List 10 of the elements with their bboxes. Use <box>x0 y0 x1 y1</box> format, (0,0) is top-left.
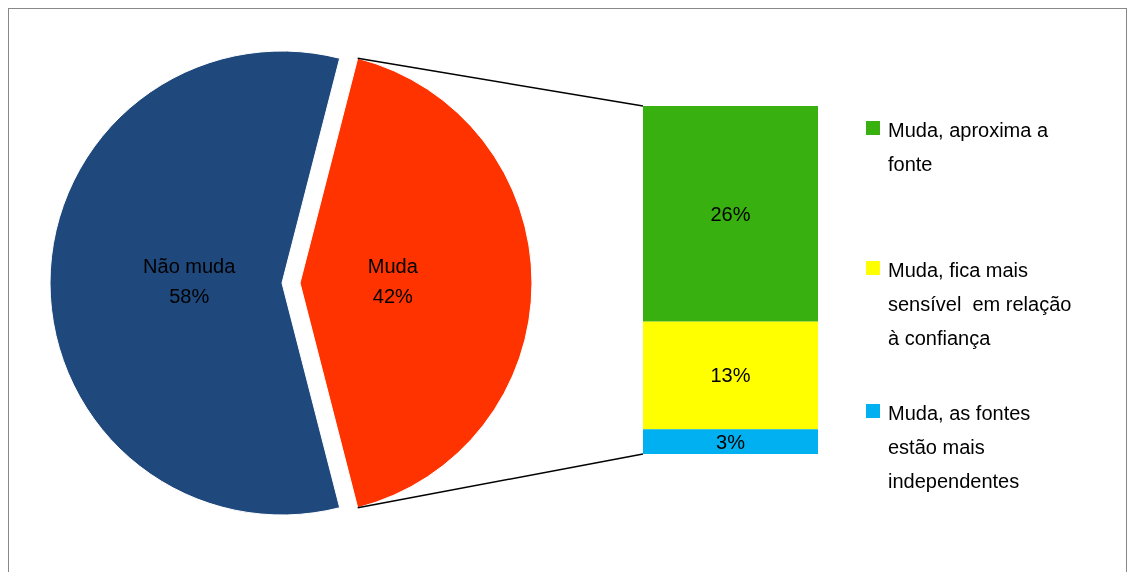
data-label: 42% <box>372 285 414 307</box>
data-label: 58% <box>169 285 210 307</box>
data-label: 3% <box>716 430 746 453</box>
legend-label: Muda, aproxima a fonte <box>888 119 1049 175</box>
slice-label: Não muda <box>143 255 237 277</box>
legend-label: Muda, as fontes estão mais independentes <box>888 402 1031 492</box>
data-label: 26% <box>710 202 751 225</box>
legend-label: Muda, fica mais sensível em relação à confiança <box>888 259 1072 349</box>
slice-label: Muda <box>367 255 419 277</box>
data-label: 13% <box>710 364 751 387</box>
